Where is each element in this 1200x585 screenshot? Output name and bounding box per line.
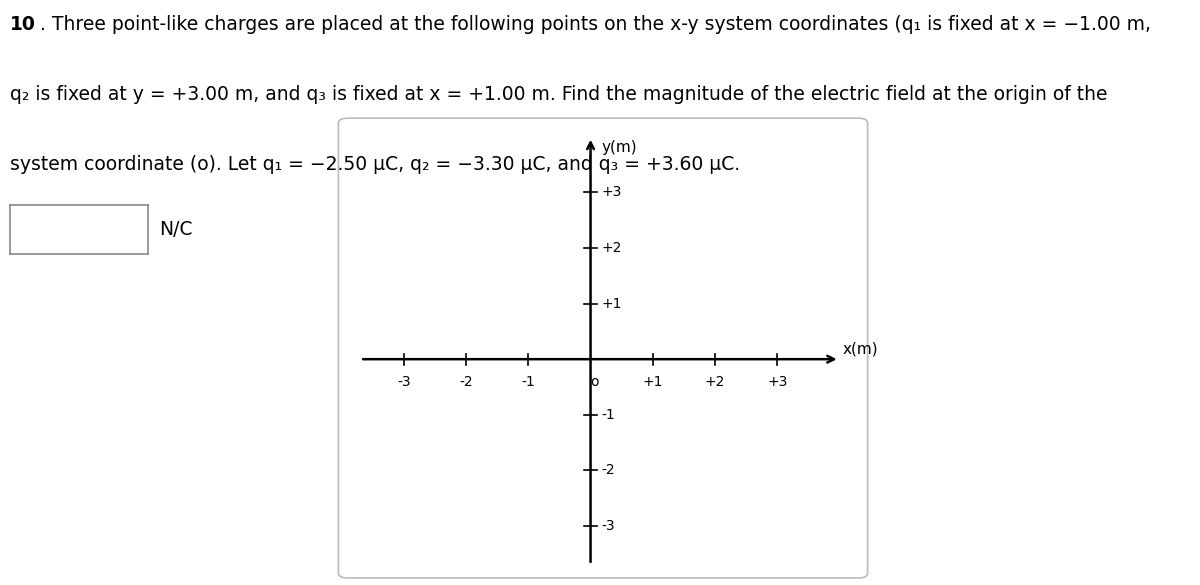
Text: +3: +3 xyxy=(601,185,622,199)
Text: o: o xyxy=(590,375,599,389)
Text: . Three point-like charges are placed at the following points on the x-y system : . Three point-like charges are placed at… xyxy=(40,15,1151,33)
Text: system coordinate (o). Let q₁ = −2.50 μC, q₂ = −3.30 μC, and q₃ = +3.60 μC.: system coordinate (o). Let q₁ = −2.50 μC… xyxy=(10,155,739,174)
Text: +1: +1 xyxy=(601,297,623,311)
Text: x(m): x(m) xyxy=(842,342,878,357)
Text: 10: 10 xyxy=(10,15,36,33)
Text: -1: -1 xyxy=(522,375,535,389)
Text: +2: +2 xyxy=(601,241,622,255)
Text: -1: -1 xyxy=(601,408,616,422)
Text: N/C: N/C xyxy=(160,221,193,239)
Text: -2: -2 xyxy=(460,375,473,389)
Text: -3: -3 xyxy=(397,375,410,389)
Text: +3: +3 xyxy=(767,375,787,389)
Text: +1: +1 xyxy=(642,375,664,389)
Text: -3: -3 xyxy=(601,519,616,533)
Text: -2: -2 xyxy=(601,463,616,477)
Text: +2: +2 xyxy=(704,375,725,389)
Text: q₂ is fixed at y = +3.00 m, and q₃ is fixed at x = +1.00 m. Find the magnitude o: q₂ is fixed at y = +3.00 m, and q₃ is fi… xyxy=(10,85,1108,104)
Text: y(m): y(m) xyxy=(601,140,637,154)
